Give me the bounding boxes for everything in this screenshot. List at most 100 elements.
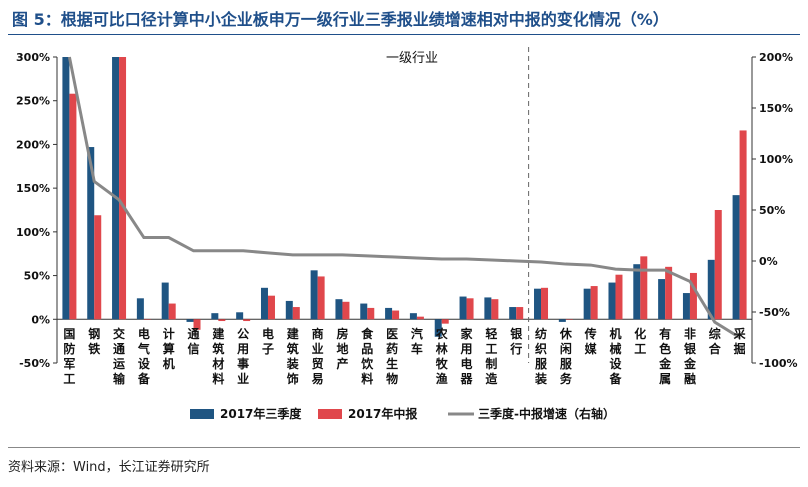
category-label: 电气设备 <box>137 326 151 386</box>
legend-swatch <box>190 409 214 419</box>
bar-q3 <box>136 298 144 320</box>
bar-q3 <box>310 270 318 320</box>
bar-h1 <box>168 303 176 320</box>
bar-q3 <box>608 282 616 320</box>
left-tick-label: 200% <box>16 138 50 151</box>
bar-h1 <box>342 301 350 320</box>
legend-label: 三季度-中报增速（右轴） <box>478 406 615 421</box>
bar-q3 <box>236 312 244 320</box>
category-label: 有色金属 <box>658 326 672 386</box>
category-label: 汽车 <box>411 326 423 356</box>
source-divider <box>8 447 800 448</box>
bar-h1 <box>739 130 747 320</box>
bar-q3 <box>707 259 715 320</box>
title-divider <box>8 34 800 35</box>
combo-chart: -50% 0% 50% 100% 150% 200% 250% 300% -100% -50% 0%… <box>16 47 798 421</box>
left-tick-label: 50% <box>24 270 50 283</box>
left-tick-label: 0% <box>31 313 50 326</box>
bar-h1 <box>143 319 151 320</box>
bar-q3 <box>732 195 740 320</box>
bar-q3 <box>87 147 95 320</box>
left-tick-label: 150% <box>16 182 50 195</box>
bar-h1 <box>367 307 375 320</box>
bar-h1 <box>466 298 474 320</box>
bar-q3 <box>484 297 492 320</box>
category-label: 建筑材料 <box>211 326 225 386</box>
bar-q3 <box>409 313 417 320</box>
bar-h1 <box>243 319 251 322</box>
bar-h1 <box>665 266 673 320</box>
bar-q3 <box>682 293 690 320</box>
left-tick-label: 300% <box>16 51 50 64</box>
category-label: 综合 <box>709 326 722 356</box>
right-tick-label: 0% <box>759 255 778 268</box>
bar-h1 <box>317 276 325 320</box>
bar-q3 <box>186 319 194 322</box>
right-tick-label: -50% <box>759 306 790 319</box>
bar-q3 <box>211 313 219 320</box>
right-tick-label: -100% <box>759 357 798 370</box>
bar-h1 <box>714 210 722 320</box>
category-label: 机械设备 <box>608 326 622 386</box>
bar-h1 <box>541 287 549 320</box>
bar-q3 <box>260 287 268 320</box>
category-label: 家用电器 <box>460 326 474 386</box>
bar-h1 <box>416 316 424 320</box>
legend-label: 2017年中报 <box>348 406 417 421</box>
category-label: 轻工制造 <box>485 326 498 386</box>
bar-h1 <box>292 307 300 320</box>
bar-h1 <box>689 272 697 320</box>
category-label: 计算机 <box>163 326 175 371</box>
bar-q3 <box>385 307 393 320</box>
left-tick-label: 100% <box>16 226 50 239</box>
right-tick-label: 50% <box>759 204 785 217</box>
bar-h1 <box>218 319 226 322</box>
bar-q3 <box>434 319 442 337</box>
category-label: 电子 <box>262 326 274 356</box>
right-tick-label: 200% <box>759 51 793 64</box>
bar-h1 <box>193 319 201 330</box>
legend-item: 2017年三季度 <box>190 406 302 421</box>
bar-h1 <box>441 319 449 324</box>
category-label: 建筑装饰 <box>286 326 300 386</box>
bar-q3 <box>509 307 517 320</box>
bar-q3 <box>558 319 566 322</box>
bar-h1 <box>119 57 127 320</box>
section-annotation: 一级行业 <box>386 51 438 66</box>
legend-item: 2017年中报 <box>318 406 417 421</box>
bar-q3 <box>633 264 641 320</box>
bar-q3 <box>658 279 666 320</box>
source-note: 资料来源：Wind，长江证券研究所 <box>8 460 210 475</box>
category-label: 房地产 <box>336 326 348 371</box>
figure-title: 图 5：根据可比口径计算中小企业板申万一级行业三季报业绩增速相对中报的变化情况（… <box>12 10 669 29</box>
legend-swatch <box>318 409 342 419</box>
category-label: 采掘 <box>733 326 746 356</box>
bar-h1 <box>640 256 648 320</box>
bar-h1 <box>491 299 499 320</box>
bar-h1 <box>615 274 623 320</box>
line-growth-diff <box>67 56 741 339</box>
category-label: 非银金融 <box>683 326 697 386</box>
left-tick-label: 250% <box>16 95 50 108</box>
left-tick-label: -50% <box>19 357 50 370</box>
bar-q3 <box>459 296 467 320</box>
bar-q3 <box>161 282 169 320</box>
bar-q3 <box>583 288 591 320</box>
right-tick-label: 100% <box>759 153 793 166</box>
category-label: 传媒 <box>584 326 598 356</box>
bar-q3 <box>285 300 293 320</box>
category-label: 公用事业 <box>236 327 249 386</box>
category-label: 食品饮料 <box>360 326 374 386</box>
bar-h1 <box>565 319 573 320</box>
bar-h1 <box>516 307 524 320</box>
bar-q3 <box>335 299 343 320</box>
bar-h1 <box>267 295 275 320</box>
bar-h1 <box>69 93 77 320</box>
bar-h1 <box>94 215 102 320</box>
bar-q3 <box>112 57 120 320</box>
bar-h1 <box>392 310 400 320</box>
category-label: 纺织服装 <box>534 326 548 386</box>
category-label: 钢铁 <box>88 326 100 356</box>
bar-q3 <box>534 288 542 320</box>
